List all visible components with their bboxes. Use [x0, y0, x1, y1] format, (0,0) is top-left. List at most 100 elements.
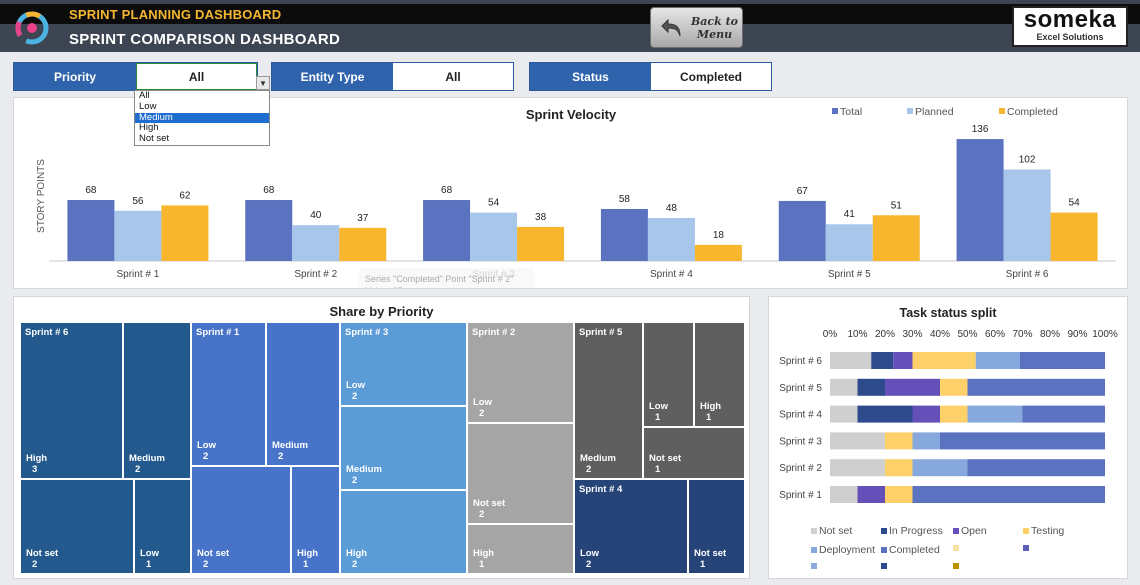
dropdown-option[interactable]: High: [139, 122, 159, 134]
bar-completed-5[interactable]: [872, 215, 920, 261]
treemap-cell[interactable]: Sprint # 1 Low 2: [191, 322, 266, 466]
treemap-cell[interactable]: High 1: [291, 466, 340, 574]
chevron-down-icon[interactable]: ▼: [256, 76, 270, 90]
stack-segment-open[interactable]: [893, 352, 913, 369]
treemap-cell[interactable]: Sprint # 2 Low 2: [467, 322, 574, 423]
bar-planned-3[interactable]: [470, 212, 518, 261]
bar-completed-6[interactable]: [1050, 212, 1098, 261]
dropdown-option-highlighted[interactable]: Medium: [135, 112, 269, 124]
stack-segment-open[interactable]: [885, 378, 940, 396]
treemap-cell[interactable]: Not set 2: [467, 423, 574, 524]
treemap-cell[interactable]: Sprint # 3 Low 2: [340, 322, 467, 406]
bar-value-label: 51: [891, 200, 903, 211]
treemap-cell[interactable]: Low 1: [134, 479, 191, 574]
treemap-cell[interactable]: Not set 2: [191, 466, 291, 574]
stack-segment-deployment[interactable]: [975, 352, 1020, 369]
stack-segment-not-set[interactable]: [830, 486, 858, 503]
priority-filter[interactable]: Priority All: [13, 62, 258, 91]
bar-total-4[interactable]: [600, 209, 648, 261]
stack-segment-in-progress[interactable]: [857, 378, 886, 396]
treemap-cell-label: Not set 1: [649, 453, 681, 475]
bar-total-6[interactable]: [956, 139, 1004, 261]
bar-planned-1[interactable]: [114, 210, 162, 261]
stack-segment-not-set[interactable]: [830, 459, 885, 477]
stack-segment-completed[interactable]: [1022, 405, 1106, 423]
treemap-cell[interactable]: Sprint # 6 High 3: [20, 322, 123, 479]
task-status-chart: Task status split 0% 10% 20% 30% 40% 50% 60% 70%…: [779, 306, 1118, 569]
stack-segment-open[interactable]: [857, 486, 886, 503]
brand-logo[interactable]: someka Excel Solutions: [1012, 6, 1128, 47]
stack-segment-open[interactable]: [912, 405, 941, 423]
dropdown-option[interactable]: Low: [139, 100, 157, 112]
stack-segment-completed[interactable]: [967, 459, 1106, 477]
treemap-cell[interactable]: Not set 1: [643, 427, 745, 479]
bar-completed-4[interactable]: [694, 244, 742, 261]
bar-completed-1[interactable]: [161, 205, 209, 261]
treemap-item-name: High: [473, 548, 495, 559]
priority-filter-value[interactable]: All: [136, 63, 257, 90]
bar-total-5[interactable]: [778, 200, 826, 261]
bar-value-label: 67: [797, 186, 809, 197]
legend-swatch: [881, 528, 887, 534]
treemap-cell[interactable]: High 2: [340, 490, 467, 574]
entity-type-filter[interactable]: Entity Type All: [271, 62, 514, 91]
stack-segment-not-set[interactable]: [830, 432, 885, 450]
y-tick-label: Sprint # 5: [779, 383, 822, 394]
priority-dropdown-list[interactable]: All Low Medium High Not set: [134, 90, 270, 146]
bar-planned-4[interactable]: [647, 217, 695, 261]
dropdown-option[interactable]: Not set: [139, 133, 170, 145]
treemap-cell[interactable]: Medium 2: [340, 406, 467, 490]
entity-type-filter-label: Entity Type: [272, 63, 393, 90]
treemap-cell[interactable]: Not set 1: [688, 479, 745, 574]
stack-segment-deployment[interactable]: [967, 405, 1023, 423]
treemap-item-name: Not set: [649, 453, 682, 464]
treemap-cell-label: Not set 2: [473, 498, 505, 520]
back-to-menu-button[interactable]: Back to Menu: [650, 7, 743, 48]
bar-planned-5[interactable]: [825, 224, 873, 261]
bar-total-3[interactable]: [423, 200, 471, 261]
treemap-group-label: Sprint # 1: [196, 327, 240, 338]
stack-segment-testing[interactable]: [885, 432, 913, 450]
stack-segment-deployment[interactable]: [912, 459, 968, 477]
entity-type-filter-value[interactable]: All: [393, 63, 513, 90]
treemap-cell[interactable]: Sprint # 4 Low 2: [574, 479, 688, 574]
bar-planned-2[interactable]: [292, 225, 340, 261]
status-filter[interactable]: Status Completed: [529, 62, 772, 91]
stack-segment-testing[interactable]: [912, 352, 976, 369]
x-tick-label: 10%: [847, 329, 867, 340]
stack-segment-not-set[interactable]: [830, 378, 858, 396]
x-tick-label: Sprint # 6: [1006, 269, 1049, 280]
stack-segment-completed[interactable]: [940, 432, 1105, 450]
treemap-cell[interactable]: Medium 2: [123, 322, 191, 479]
treemap-cell[interactable]: High 1: [694, 322, 745, 427]
treemap-cell[interactable]: Sprint # 5 Medium 2: [574, 322, 643, 479]
stack-segment-testing[interactable]: [885, 459, 913, 477]
x-tick-label: 70%: [1012, 329, 1032, 340]
treemap-cell[interactable]: Low 1: [643, 322, 694, 427]
bar-completed-2[interactable]: [339, 227, 387, 261]
stack-segment-testing[interactable]: [885, 486, 913, 503]
bar-completed-3[interactable]: [517, 226, 565, 261]
bar-value-label: 41: [844, 209, 856, 220]
bar-planned-6[interactable]: [1003, 169, 1051, 261]
legend-swatch: [953, 545, 959, 551]
stack-segment-testing[interactable]: [940, 405, 968, 423]
stack-segment-deployment[interactable]: [912, 432, 941, 450]
treemap-cell[interactable]: Medium 2: [266, 322, 340, 466]
status-filter-value[interactable]: Completed: [651, 63, 771, 90]
stack-segment-testing[interactable]: [940, 378, 968, 396]
bar-total-2[interactable]: [245, 200, 293, 261]
bar-total-1[interactable]: [67, 200, 115, 261]
legend-swatch: [811, 528, 817, 534]
stack-segment-completed[interactable]: [912, 486, 1106, 503]
stack-segment-not-set[interactable]: [830, 352, 872, 369]
dropdown-option[interactable]: All: [139, 90, 150, 101]
stack-segment-completed[interactable]: [1019, 352, 1105, 369]
treemap-cell[interactable]: Not set 2: [20, 479, 134, 574]
treemap-item-name: Low: [346, 380, 365, 391]
stack-segment-in-progress[interactable]: [857, 405, 913, 423]
treemap-cell[interactable]: High 1: [467, 524, 574, 574]
stack-segment-in-progress[interactable]: [871, 352, 894, 369]
stack-segment-completed[interactable]: [967, 378, 1106, 396]
stack-segment-not-set[interactable]: [830, 405, 858, 423]
